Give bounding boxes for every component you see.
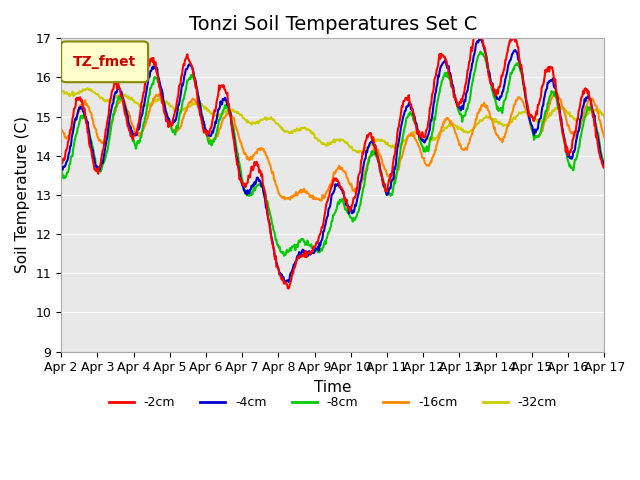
-16cm [58, 127, 65, 132]
-2cm [67, 127, 75, 132]
-8cm [477, 49, 484, 55]
Y-axis label: Soil Temperature (C): Soil Temperature (C) [15, 117, 30, 274]
-2cm [415, 129, 423, 135]
Legend: -2cm, -4cm, -8cm, -16cm, -32cm: -2cm, -4cm, -8cm, -16cm, -32cm [104, 391, 562, 414]
-8cm [67, 154, 75, 160]
Line: -32cm: -32cm [61, 88, 604, 153]
-4cm [600, 164, 608, 169]
-2cm [399, 98, 407, 104]
Text: TZ_fmet: TZ_fmet [73, 55, 136, 69]
-8cm [399, 131, 407, 137]
-4cm [67, 143, 75, 148]
-8cm [58, 168, 65, 174]
-8cm [123, 110, 131, 116]
-32cm [400, 137, 408, 143]
-32cm [600, 114, 608, 120]
-2cm [207, 125, 214, 131]
-32cm [179, 107, 187, 112]
-16cm [415, 144, 423, 149]
-4cm [207, 133, 214, 139]
-4cm [415, 134, 423, 140]
-16cm [123, 107, 131, 113]
-8cm [207, 138, 214, 144]
-8cm [178, 103, 186, 109]
-2cm [178, 72, 186, 78]
-2cm [123, 118, 131, 124]
-16cm [317, 198, 325, 204]
-4cm [178, 82, 186, 87]
-8cm [600, 162, 608, 168]
FancyBboxPatch shape [61, 41, 148, 82]
-2cm [600, 165, 608, 170]
Line: -2cm: -2cm [61, 28, 604, 288]
-16cm [399, 148, 407, 154]
Title: Tonzi Soil Temperatures Set C: Tonzi Soil Temperatures Set C [189, 15, 477, 34]
-32cm [355, 150, 363, 156]
Line: -8cm: -8cm [61, 52, 604, 256]
-8cm [415, 136, 423, 142]
-2cm [285, 286, 292, 291]
-4cm [58, 163, 65, 168]
-32cm [416, 132, 424, 137]
-32cm [58, 88, 65, 94]
-4cm [477, 34, 485, 40]
Line: -16cm: -16cm [61, 91, 604, 201]
-2cm [58, 160, 65, 166]
-8cm [280, 253, 288, 259]
-16cm [207, 140, 214, 145]
Line: -4cm: -4cm [61, 37, 604, 282]
-4cm [285, 279, 292, 285]
-32cm [84, 85, 92, 91]
-16cm [552, 88, 559, 94]
-4cm [399, 113, 407, 119]
-32cm [124, 95, 131, 101]
-2cm [474, 25, 482, 31]
X-axis label: Time: Time [314, 380, 351, 395]
-16cm [178, 119, 186, 125]
-4cm [123, 112, 131, 118]
-16cm [67, 130, 75, 135]
-32cm [207, 111, 215, 117]
-32cm [67, 92, 75, 97]
-16cm [600, 134, 608, 140]
